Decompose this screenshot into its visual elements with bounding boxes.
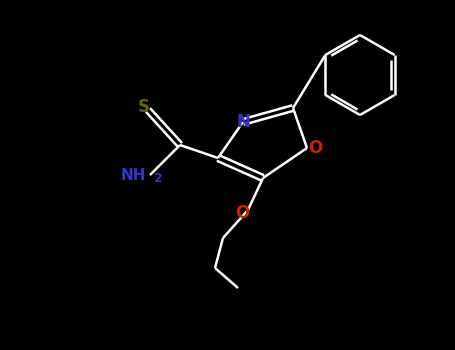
- Text: N: N: [236, 113, 250, 131]
- Text: O: O: [308, 139, 322, 157]
- Text: O: O: [235, 204, 249, 222]
- Text: S: S: [138, 98, 150, 116]
- Text: NH: NH: [121, 168, 146, 182]
- Text: 2: 2: [154, 173, 162, 186]
